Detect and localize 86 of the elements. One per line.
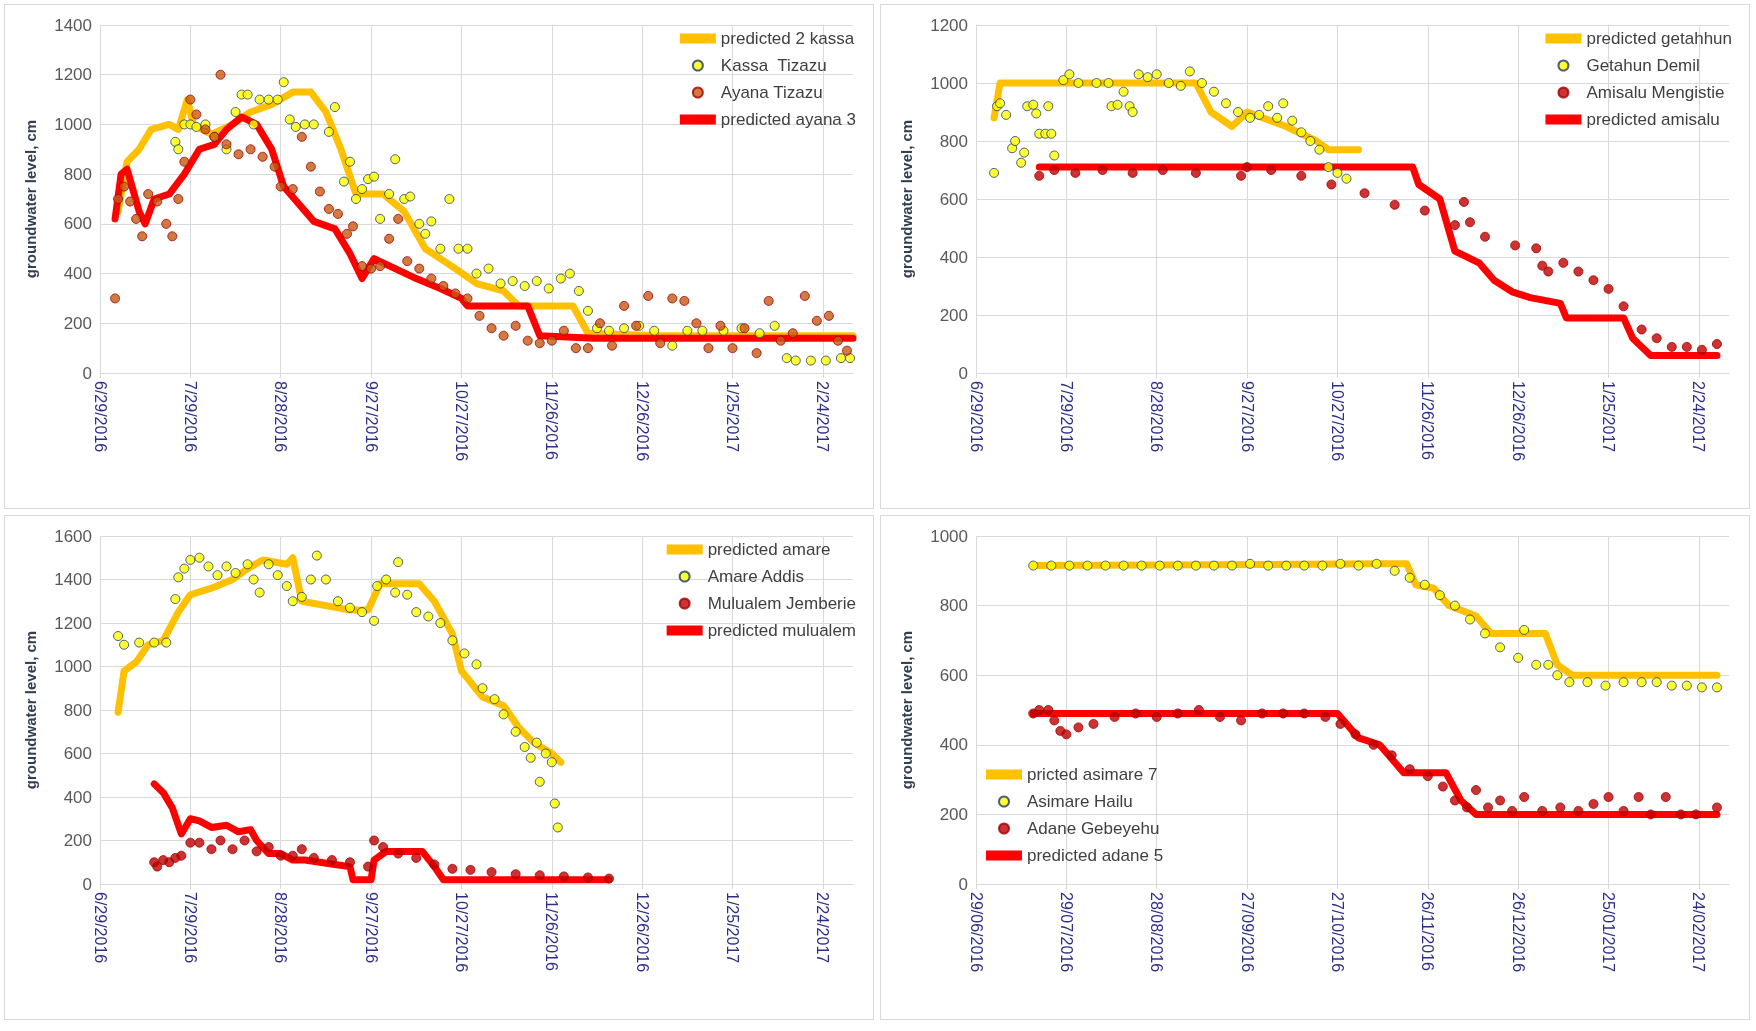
legend-label: Mulualem Jemberie <box>707 594 856 613</box>
x-tick-label: 12/26/2016 <box>633 892 651 973</box>
x-tick-label: 27/10/2016 <box>1328 892 1346 973</box>
x-tick-label: 2/24/2017 <box>1690 381 1708 453</box>
x-tick-label: 8/28/2016 <box>1148 381 1166 453</box>
legend-label: predicted 2 kassa <box>720 29 855 48</box>
y-tick-label: 1600 <box>54 526 92 546</box>
y-tick-label: 1000 <box>930 526 968 546</box>
legend-label: Amisalu Mengistie <box>1586 83 1725 102</box>
x-tick-label: 8/28/2016 <box>272 381 290 453</box>
x-tick-label: 10/27/2016 <box>1328 381 1346 462</box>
y-tick-label: 400 <box>63 264 92 284</box>
x-tick-label: 25/01/2017 <box>1600 892 1618 973</box>
y-tick-label: 600 <box>939 189 968 209</box>
y-tick-label: 400 <box>63 787 92 807</box>
legend-label: Asimare Hailu <box>1027 792 1133 811</box>
x-tick-label: 11/26/2016 <box>1419 381 1437 460</box>
x-tick-label: 9/27/2016 <box>1238 381 1256 453</box>
x-tick-label: 29/07/2016 <box>1057 892 1075 973</box>
y-tick-label: 400 <box>939 735 968 755</box>
x-tick-label: 28/08/2016 <box>1148 892 1166 973</box>
y-tick-label: 600 <box>939 665 968 685</box>
x-tick-label: 7/29/2016 <box>181 892 199 964</box>
y-tick-label: 0 <box>958 874 968 894</box>
legend-label: Getahun Demil <box>1586 56 1700 75</box>
y-tick-label: 400 <box>939 247 968 267</box>
x-tick-label: 10/27/2016 <box>452 892 470 973</box>
y-axis-title: groundwater level, cm <box>898 119 915 279</box>
legend-label: predicted mulualem <box>707 621 857 640</box>
y-tick-label: 0 <box>958 363 968 383</box>
y-tick-label: 800 <box>939 131 968 151</box>
y-tick-label: 1000 <box>54 114 92 134</box>
legend-label: Adane Gebeyehu <box>1027 819 1160 838</box>
x-tick-label: 9/27/2016 <box>362 892 380 964</box>
x-tick-label: 1/25/2017 <box>724 381 742 453</box>
y-tick-label: 200 <box>939 305 968 325</box>
y-tick-label: 1400 <box>54 570 92 589</box>
y-axis-title: groundwater level, cm <box>22 630 39 790</box>
y-tick-label: 1400 <box>54 15 92 35</box>
x-tick-label: 1/25/2017 <box>1600 381 1618 453</box>
x-tick-label: 2/24/2017 <box>814 381 832 453</box>
x-tick-label: 27/09/2016 <box>1238 892 1256 973</box>
y-axis-title: groundwater level, cm <box>22 119 39 279</box>
y-tick-label: 200 <box>63 313 92 333</box>
y-tick-label: 600 <box>63 744 92 763</box>
y-tick-label: 800 <box>939 596 968 616</box>
x-tick-label: 11/26/2016 <box>543 381 561 460</box>
legend-label: predicted getahhun <box>1586 29 1732 48</box>
legend-label: predicted amisalu <box>1586 110 1720 129</box>
y-axis-title: groundwater level, cm <box>898 630 915 790</box>
legend-label: predicted adane 5 <box>1027 846 1164 865</box>
x-tick-label: 12/26/2016 <box>1509 381 1527 462</box>
legend-label: pricted asimare 7 <box>1027 765 1158 784</box>
legend-label: predicted ayana 3 <box>720 110 856 129</box>
y-tick-label: 1000 <box>54 657 92 676</box>
y-tick-label: 1200 <box>54 613 92 633</box>
legend-label: Ayana Tizazu <box>720 83 823 102</box>
x-tick-label: 24/02/2017 <box>1690 892 1708 973</box>
legend-label: Amare Addis <box>707 567 805 586</box>
x-tick-label: 9/27/2016 <box>362 381 380 453</box>
x-tick-label: 1/25/2017 <box>724 892 742 964</box>
x-tick-label: 12/26/2016 <box>633 381 651 462</box>
x-tick-label: 26/12/2016 <box>1509 892 1527 973</box>
x-tick-label: 6/29/2016 <box>91 892 109 964</box>
y-tick-label: 600 <box>63 214 92 234</box>
x-tick-label: 8/28/2016 <box>272 892 290 964</box>
y-tick-label: 0 <box>82 363 92 383</box>
x-tick-label: 7/29/2016 <box>181 381 199 453</box>
x-tick-label: 11/26/2016 <box>543 892 561 971</box>
y-tick-label: 200 <box>63 831 92 850</box>
y-tick-label: 1200 <box>54 65 92 85</box>
x-tick-label: 6/29/2016 <box>91 381 109 453</box>
y-tick-label: 200 <box>939 804 968 824</box>
x-tick-label: 6/29/2016 <box>967 381 985 453</box>
y-tick-label: 800 <box>63 700 92 720</box>
legend-label: predicted amare <box>707 540 831 559</box>
y-tick-label: 1200 <box>930 15 968 35</box>
x-tick-label: 7/29/2016 <box>1057 381 1075 453</box>
legend-label: Kassa Tizazu <box>720 56 827 75</box>
x-tick-label: 10/27/2016 <box>452 381 470 462</box>
y-tick-label: 800 <box>63 164 92 184</box>
x-tick-label: 26/11/2016 <box>1419 892 1437 971</box>
y-tick-label: 0 <box>82 874 92 894</box>
x-tick-label: 29/06/2016 <box>967 892 985 973</box>
y-tick-label: 1000 <box>930 73 968 93</box>
x-tick-label: 2/24/2017 <box>814 892 832 964</box>
